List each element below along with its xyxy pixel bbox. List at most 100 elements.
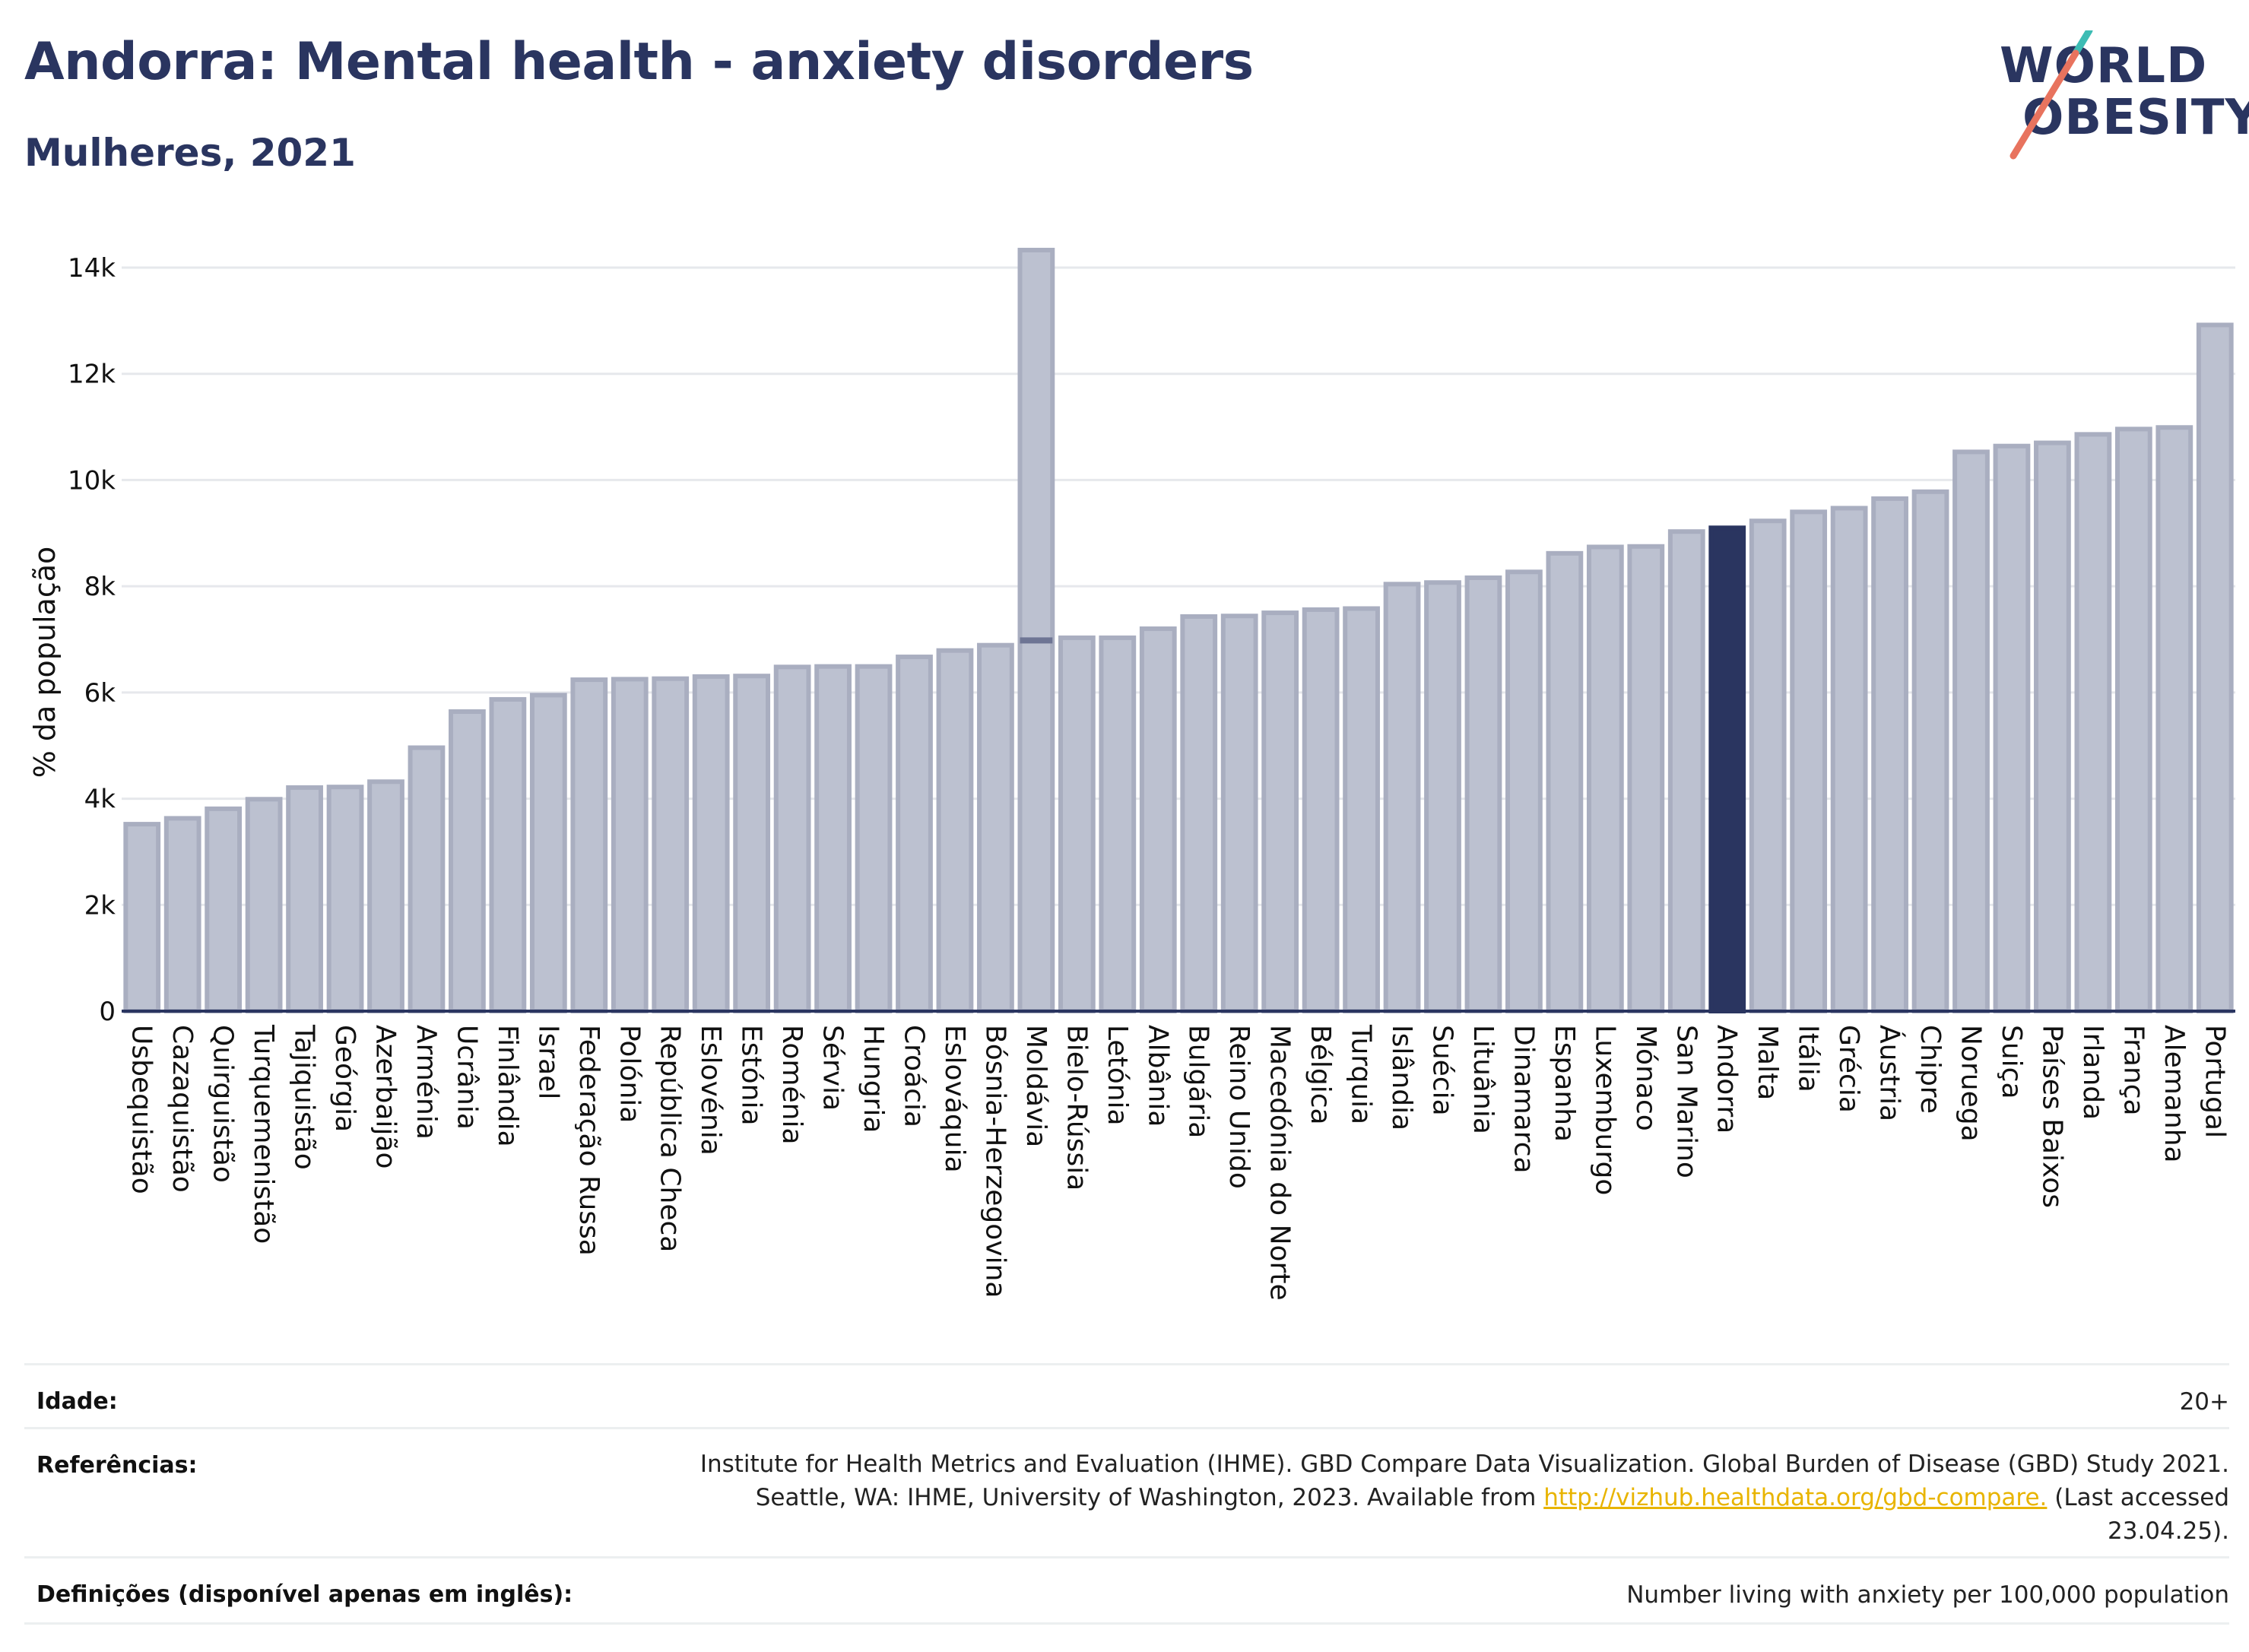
page-subtitle: Mulheres, 2021 — [24, 131, 356, 175]
x-tick-label: Moldávia — [1020, 1025, 1052, 1147]
logo-text-obesity: OBESITY — [2022, 90, 2249, 146]
x-tick-label: Geórgia — [329, 1025, 360, 1132]
bar — [1180, 614, 1218, 1013]
x-tick-label: Suiça — [1996, 1025, 2027, 1099]
references-line-1: Institute for Health Metrics and Evaluat… — [699, 1451, 2229, 1478]
bar — [2034, 440, 2071, 1013]
bar — [2196, 322, 2234, 1013]
logo-text-world: WORLD — [2000, 38, 2208, 94]
bar — [1952, 449, 1990, 1013]
y-tick-label: 6k — [84, 678, 116, 709]
y-axis-label: % da população — [28, 547, 62, 778]
bar — [123, 822, 161, 1013]
bar — [286, 785, 323, 1013]
bar — [529, 693, 567, 1013]
x-tick-label: Chipre — [1914, 1025, 1946, 1114]
x-tick-label: Letónia — [1102, 1025, 1133, 1126]
x-tick-label: Quirguistão — [208, 1025, 239, 1183]
bar — [814, 664, 852, 1013]
x-tick-label: Reino Unido — [1223, 1025, 1255, 1189]
bar — [1424, 580, 1461, 1013]
x-tick-label: Azerbaijão — [370, 1025, 401, 1168]
bar — [2114, 426, 2152, 1013]
info-row-definitions: Definições (disponível apenas em inglês)… — [24, 1556, 2229, 1625]
x-tick-label: Bósnia-Herzegovina — [979, 1025, 1010, 1298]
x-tick-label: Turquemenistão — [248, 1024, 279, 1244]
y-tick-label: 2k — [84, 890, 116, 921]
bar — [1139, 626, 1177, 1013]
x-tick-label: Estónia — [736, 1025, 767, 1126]
x-tick-label: Albânia — [1142, 1025, 1173, 1127]
bar-highlight — [1708, 525, 1746, 1013]
x-tick-label: República Checa — [655, 1025, 686, 1252]
x-tick-label: Andorra — [1711, 1025, 1743, 1134]
x-tick-label: Mónaco — [1630, 1025, 1661, 1131]
page-title: Andorra: Mental health - anxiety disorde… — [24, 32, 1254, 92]
references-label: Referências: — [36, 1452, 198, 1479]
bar — [1546, 550, 1584, 1013]
x-tick-label: Bulgária — [1183, 1025, 1214, 1138]
bar — [733, 674, 771, 1013]
logo-slash-icon — [2010, 30, 2093, 160]
bar-marker — [1020, 637, 1053, 644]
bar — [1505, 569, 1543, 1013]
bar — [1017, 247, 1055, 1013]
bar — [449, 709, 486, 1014]
x-tick-label: Usbequistão — [126, 1025, 157, 1194]
x-tick-label: Dinamarca — [1508, 1025, 1539, 1174]
bar — [1261, 610, 1299, 1013]
y-tick-label: 10k — [68, 465, 116, 496]
x-tick-label: Luxemburgo — [1589, 1025, 1620, 1195]
x-tick-label: Bielo-Rússia — [1061, 1025, 1092, 1191]
x-tick-label: Bélgica — [1305, 1025, 1336, 1125]
bar — [1790, 509, 1828, 1014]
bar — [936, 648, 974, 1013]
bar — [245, 797, 283, 1014]
bar — [652, 676, 690, 1013]
x-tick-label: Arménia — [411, 1025, 442, 1140]
bar — [1749, 518, 1787, 1013]
bar — [1343, 606, 1380, 1013]
bar — [1099, 635, 1137, 1013]
x-tick-label: Turquia — [1346, 1024, 1377, 1124]
chart-svg: 0 2k 4k 6k 8k 10k 12k 14k % da população Usbequis… — [28, 247, 2235, 1301]
info-row-age: Idade: 20+ — [24, 1363, 2229, 1429]
references-value: Institute for Health Metrics and Evaluat… — [633, 1447, 2229, 1548]
bar — [570, 677, 608, 1013]
bar — [1464, 575, 1502, 1014]
x-tick-label: Suécia — [1427, 1025, 1458, 1116]
x-tick-label: Finlândia — [492, 1025, 523, 1147]
references-line-2-text: Seattle, WA: IHME, University of Washing… — [755, 1484, 1544, 1511]
x-tick-label: Croácia — [899, 1025, 930, 1127]
world-obesity-logo: WORLD OBESITY — [1984, 30, 2249, 167]
x-tick-label: Lituânia — [1467, 1025, 1499, 1134]
references-line-2: Seattle, WA: IHME, University of Washing… — [633, 1481, 2229, 1514]
references-link[interactable]: http://vizhub.healthdata.org/gbd-compare… — [1543, 1484, 2048, 1511]
bar — [1911, 489, 1949, 1014]
references-line-3: 23.04.25). — [2108, 1517, 2229, 1545]
references-line-2-end: (Last accessed — [2047, 1484, 2229, 1511]
x-tick-label: Hungria — [858, 1025, 889, 1133]
x-tick-label: Itália — [1793, 1025, 1824, 1092]
bar — [1667, 529, 1705, 1013]
y-tick-label: 8k — [84, 572, 116, 602]
x-tick-label: San Marino — [1670, 1025, 1702, 1178]
bar — [2155, 425, 2193, 1013]
bar — [1830, 506, 1868, 1013]
bar — [2074, 432, 2112, 1013]
bar — [1993, 443, 2031, 1014]
x-tick-label: Israel — [532, 1025, 563, 1099]
x-tick-label: Países Baixos — [2036, 1025, 2067, 1208]
bar — [408, 745, 446, 1013]
x-tick-label: Islândia — [1386, 1025, 1417, 1130]
x-tick-label: Macedónia do Norte — [1264, 1025, 1296, 1301]
bar — [611, 677, 649, 1014]
bar — [367, 779, 404, 1014]
definitions-value: Number living with anxiety per 100,000 p… — [1626, 1581, 2229, 1609]
x-tick-label: Alemanha — [2159, 1025, 2190, 1163]
x-tick-label: Áustria — [1874, 1025, 1906, 1121]
bar — [1302, 607, 1340, 1013]
bar — [692, 674, 730, 1014]
x-tick-label: Eslováquia — [939, 1025, 970, 1173]
x-tick-label: Eslovénia — [695, 1025, 726, 1156]
